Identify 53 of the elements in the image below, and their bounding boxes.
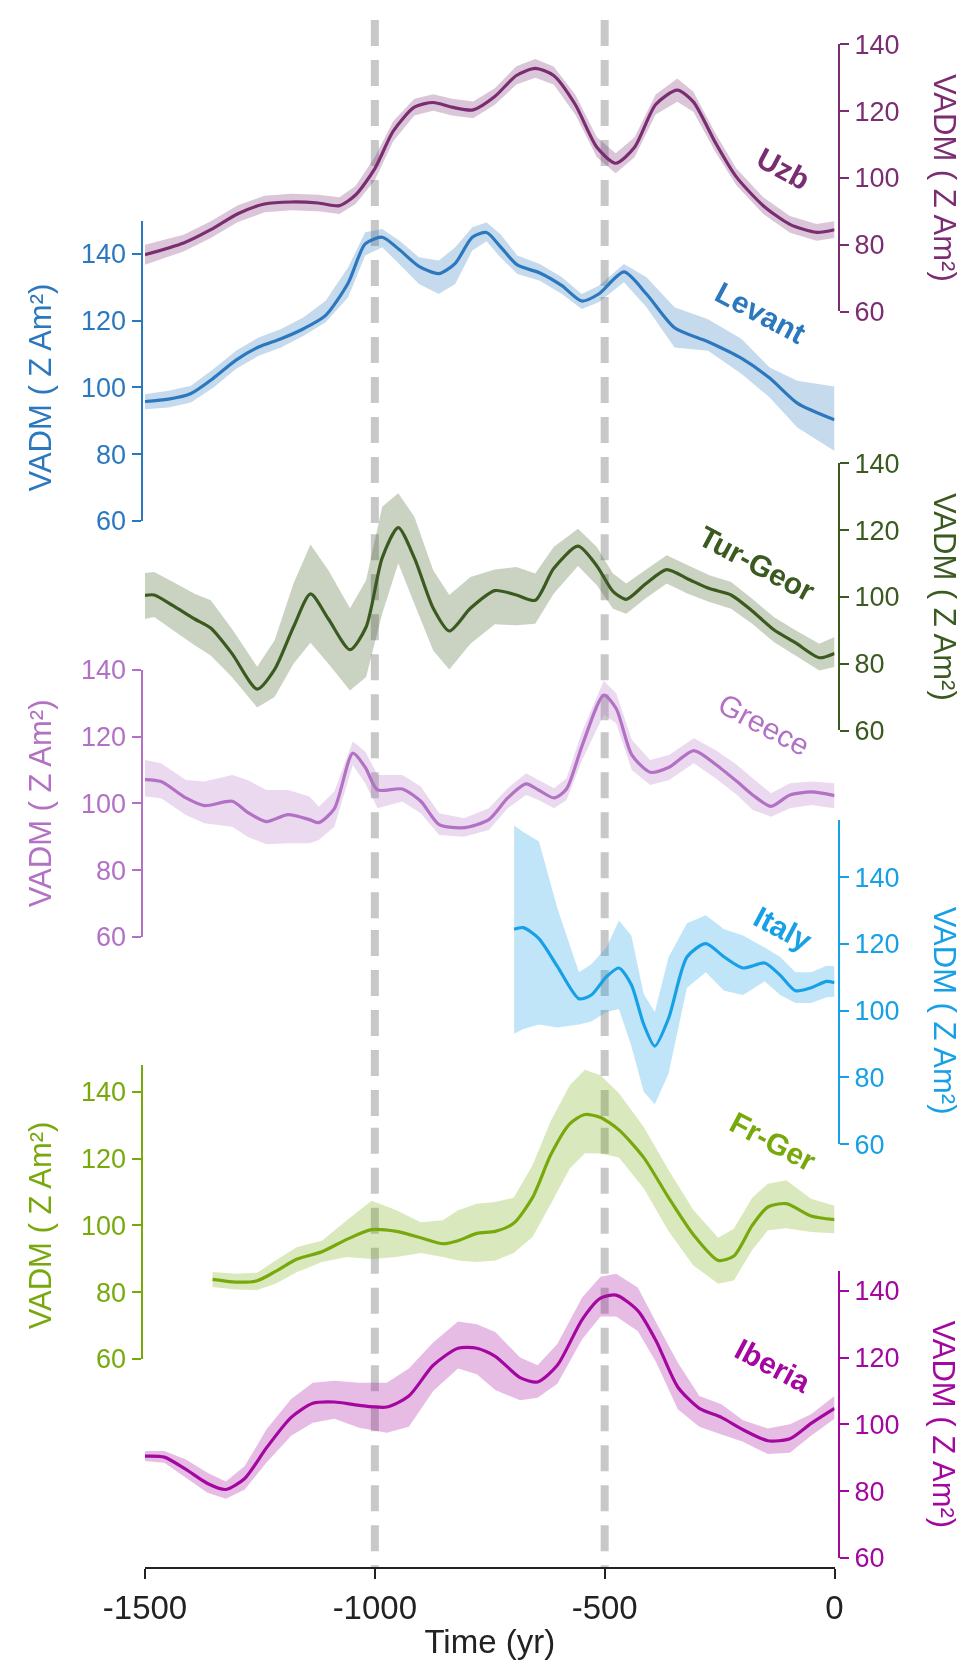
y-tick-label: 80 <box>854 230 885 261</box>
line-series <box>145 230 835 422</box>
x-axis-title: Time (yr) <box>424 1623 556 1660</box>
y-tick-label: 100 <box>81 788 127 819</box>
y-axis-title: VADM ( Z Am²) <box>926 492 962 701</box>
y-tick-label: 100 <box>81 372 127 403</box>
y-tick-label: 120 <box>854 515 900 546</box>
text: Italy <box>748 899 818 958</box>
x-tick-label: -1500 <box>102 1588 188 1626</box>
y-tick-label: 80 <box>854 1476 885 1507</box>
y-tick-label: 80 <box>854 649 885 680</box>
y-tick-label: 60 <box>854 715 885 746</box>
y-tick-label: 140 <box>81 655 127 686</box>
y-axis-title: VADM ( Z Am²) <box>926 906 962 1115</box>
y-axis-title: VADM ( Z Am²) <box>22 699 58 908</box>
y-tick-label: 60 <box>854 296 885 327</box>
y-tick-label: 120 <box>854 929 900 960</box>
y-tick-label: 120 <box>81 721 127 752</box>
x-tick-label: -500 <box>571 1588 638 1626</box>
line-series <box>210 1112 835 1284</box>
y-tick-label: 60 <box>854 1129 885 1160</box>
y-tick-label: 100 <box>854 582 900 613</box>
y-tick-label: 140 <box>854 448 900 479</box>
y-tick-label: 140 <box>854 1276 900 1307</box>
text: Uzb <box>751 141 816 197</box>
y-tick-label: 60 <box>854 1543 885 1574</box>
y-tick-label: 80 <box>96 439 127 470</box>
y-tick-label: 140 <box>81 1077 127 1108</box>
y-axis-title: VADM ( Z Am²) <box>22 283 58 492</box>
y-tick-label: 120 <box>81 1144 127 1175</box>
y-axis-title: VADM ( Z Am²) <box>926 1320 962 1529</box>
y-tick-label: 100 <box>81 1210 127 1241</box>
y-tick-label: 140 <box>854 29 900 60</box>
y-tick-label: 60 <box>96 1344 127 1375</box>
x-tick-label: 0 <box>825 1588 844 1626</box>
y-tick-label: 60 <box>96 922 127 953</box>
y-tick-label: 100 <box>854 1409 900 1440</box>
y-tick-label: 80 <box>854 1062 885 1093</box>
y-tick-label: 60 <box>96 506 127 537</box>
x-tick-label: -1000 <box>332 1588 418 1626</box>
y-axis-title: VADM ( Z Am²) <box>22 1121 58 1330</box>
y-axis-title: VADM ( Z Am²) <box>926 73 962 282</box>
y-tick-label: 100 <box>854 163 900 194</box>
y-tick-label: 80 <box>96 855 127 886</box>
y-tick-label: 120 <box>81 306 127 337</box>
y-tick-label: 140 <box>854 862 900 893</box>
line-series <box>145 693 835 830</box>
y-tick-label: 80 <box>96 1277 127 1308</box>
y-tick-label: 140 <box>81 239 127 270</box>
y-tick-label: 120 <box>854 96 900 127</box>
line-series <box>145 525 835 691</box>
y-tick-label: 120 <box>854 1343 900 1374</box>
y-tick-label: 100 <box>854 996 900 1027</box>
